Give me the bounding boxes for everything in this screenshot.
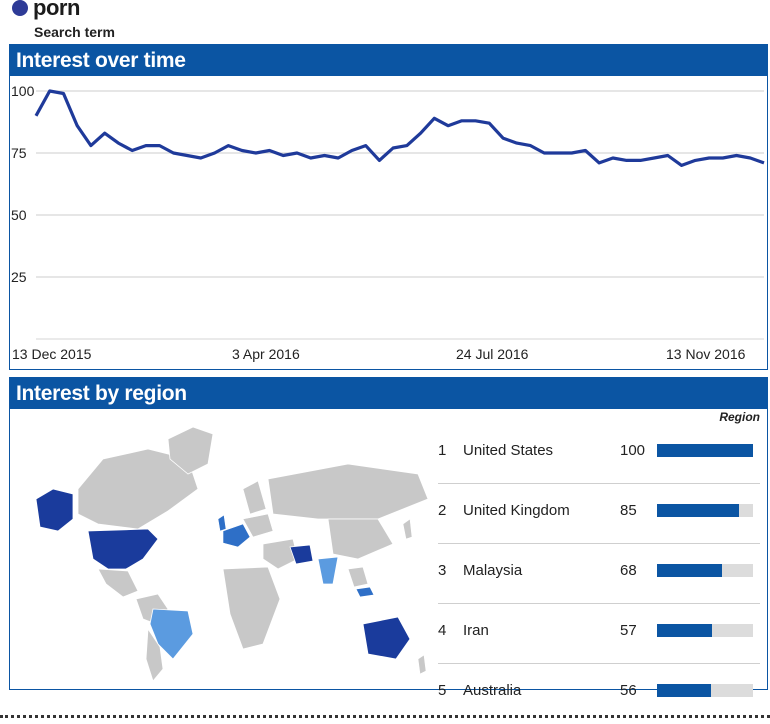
- region-bar-track: [657, 624, 753, 637]
- interest-over-time-panel: Interest over time 100 75 50 25 13 Dec 2015 3…: [9, 44, 768, 370]
- region-bar-fill: [657, 504, 739, 517]
- row-divider: [438, 663, 760, 664]
- x-tick-label: 13 Dec 2015: [12, 346, 92, 362]
- region-value: 100: [620, 442, 646, 459]
- map-uk: [217, 514, 227, 532]
- x-tick-label: 13 Nov 2016: [666, 346, 746, 362]
- region-name: Australia: [463, 682, 522, 699]
- interest-over-time-title: Interest over time: [10, 45, 767, 76]
- region-bar-fill: [657, 684, 711, 697]
- region-value: 85: [620, 502, 637, 519]
- map-greenland: [167, 426, 214, 475]
- series-color-dot: [12, 0, 28, 16]
- legend: porn: [12, 0, 80, 20]
- map-canada: [77, 448, 199, 530]
- search-term-caption: Search term: [34, 24, 115, 40]
- map-south-america-south: [145, 627, 164, 681]
- y-tick-label: 25: [11, 269, 27, 285]
- map-new-zealand: [417, 654, 427, 675]
- row-divider: [438, 483, 760, 484]
- region-row-3[interactable]: 3 Malaysia 68: [430, 544, 760, 604]
- region-bar-fill: [657, 444, 753, 457]
- region-value: 56: [620, 682, 637, 699]
- map-western-europe: [222, 523, 251, 548]
- region-bar-track: [657, 504, 753, 517]
- region-rank: 5: [438, 682, 447, 699]
- region-row-5[interactable]: 5 Australia 56: [430, 664, 760, 724]
- region-name: Malaysia: [463, 562, 523, 579]
- x-tick-label: 24 Jul 2016: [456, 346, 529, 362]
- map-mexico: [97, 568, 139, 598]
- map-africa: [222, 566, 281, 650]
- region-value: 57: [620, 622, 637, 639]
- row-divider: [438, 603, 760, 604]
- region-bar-track: [657, 444, 753, 457]
- region-bar-fill: [657, 624, 712, 637]
- region-name: United Kingdom: [463, 502, 570, 519]
- map-brazil: [149, 608, 194, 660]
- map-australia: [362, 616, 411, 660]
- map-central-europe: [242, 513, 274, 538]
- region-bar-track: [657, 564, 753, 577]
- interest-by-region-panel: Interest by region Region 1: [9, 377, 768, 699]
- interest-line-chart: 100 75 50 25 13 Dec 2015 3 Apr 2016 24 Jul 201…: [11, 83, 765, 362]
- y-tick-label: 75: [11, 145, 27, 161]
- interest-by-region-title: Interest by region: [10, 378, 767, 409]
- map-india: [317, 556, 339, 585]
- map-china: [327, 518, 394, 560]
- region-rank: 2: [438, 502, 447, 519]
- region-name: United States: [463, 442, 554, 459]
- region-value: 68: [620, 562, 637, 579]
- region-rank: 4: [438, 622, 447, 639]
- map-russia: [267, 463, 429, 520]
- region-rank: 3: [438, 562, 447, 579]
- map-united-states: [87, 528, 159, 570]
- y-tick-label: 100: [11, 83, 35, 99]
- region-row-1[interactable]: 1 United States 100: [430, 424, 760, 484]
- region-column-header: Region: [719, 410, 760, 424]
- map-japan: [402, 518, 413, 540]
- y-tick-label: 50: [11, 207, 27, 223]
- map-iran: [289, 544, 314, 565]
- region-row-4[interactable]: 4 Iran 57: [430, 604, 760, 664]
- bottom-dotted-rule: [0, 715, 770, 718]
- region-bar-fill: [657, 564, 723, 577]
- search-term-label: porn: [33, 0, 80, 20]
- row-divider: [438, 543, 760, 544]
- map-alaska: [35, 488, 74, 532]
- map-middle-east: [262, 538, 299, 570]
- region-rank: 1: [438, 442, 447, 459]
- map-malaysia: [355, 586, 375, 598]
- map-scandinavia: [242, 480, 267, 515]
- region-bar-track: [657, 684, 753, 697]
- map-se-asia: [347, 566, 369, 588]
- region-row-2[interactable]: 2 United Kingdom 85: [430, 484, 760, 544]
- region-name: Iran: [463, 622, 489, 639]
- series-line-porn[interactable]: [34, 89, 765, 167]
- x-tick-label: 3 Apr 2016: [232, 346, 300, 362]
- world-map[interactable]: [18, 419, 438, 681]
